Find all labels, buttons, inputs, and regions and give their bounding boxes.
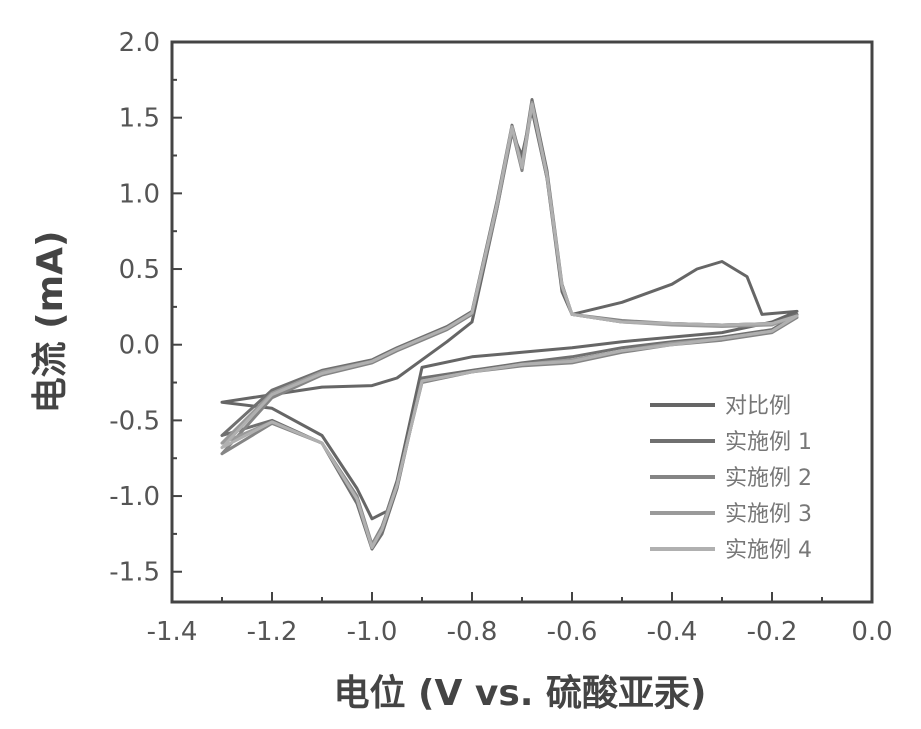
series-line-5 [220, 102, 799, 549]
x-tick-label: -1.2 [247, 617, 298, 647]
x-tick-label: 0.0 [851, 617, 892, 647]
legend-label: 实施例 3 [725, 502, 812, 527]
x-tick-label: -0.6 [547, 617, 598, 647]
x-tick-label: -1.0 [347, 617, 398, 647]
x-tick-label: -1.4 [147, 617, 198, 647]
y-tick-label: -0.5 [109, 406, 160, 436]
legend-label: 实施例 2 [725, 466, 812, 491]
x-tick-label: -0.4 [647, 617, 698, 647]
y-tick-label: 0.0 [119, 331, 160, 361]
y-axis-title: 电流 (mA) [30, 231, 71, 414]
y-tick-label: -1.0 [109, 482, 160, 512]
x-tick-label: -0.2 [747, 617, 798, 647]
x-axis-ticks: -1.4 -1.2 -1.0 -0.8 -0.6 -0.4 -0.2 0.0 [147, 592, 893, 647]
y-axis-ticks: 2.0 1.5 1.0 0.5 0.0 -0.5 -1.0 -1.5 [109, 28, 182, 588]
y-tick-label: 0.5 [119, 255, 160, 285]
legend-label: 实施例 1 [725, 430, 812, 455]
series-line-1 [220, 108, 799, 521]
x-tick-label: -0.8 [447, 617, 498, 647]
y-tick-label: 1.5 [119, 104, 160, 134]
x-axis-title: 电位 (V vs. 硫酸亚汞) [334, 673, 707, 714]
series-layer [220, 98, 799, 551]
y-tick-label: 1.0 [119, 179, 160, 209]
y-tick-label: 2.0 [119, 28, 160, 58]
y-tick-label: -1.5 [109, 558, 160, 588]
legend-label: 对比例 [725, 394, 791, 419]
legend-label: 实施例 4 [725, 538, 812, 563]
